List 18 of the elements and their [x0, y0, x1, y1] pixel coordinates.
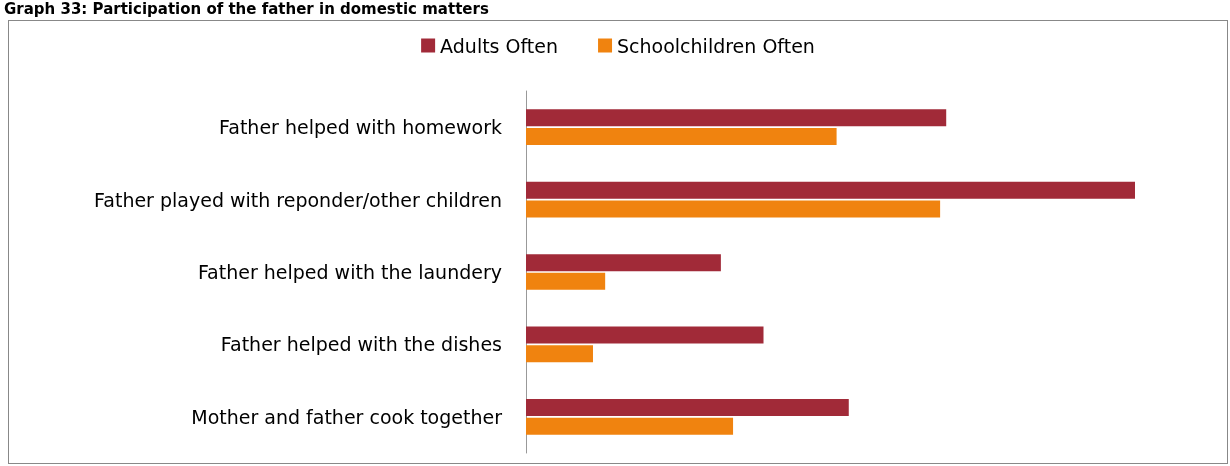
legend-label: Adults Often [440, 34, 559, 57]
y-tick-label: Father helped with the dishes [220, 333, 502, 356]
bar [526, 398, 849, 416]
bar [526, 254, 721, 272]
y-tick-label: Father played with reponder/other children [94, 188, 502, 211]
bar [526, 417, 734, 435]
y-tick-label: Father helped with the laundery [197, 261, 502, 283]
y-tick-label: Mother and father cook together [191, 405, 503, 428]
bar [526, 345, 593, 363]
bar [526, 200, 941, 218]
bar [526, 326, 764, 344]
bar [526, 272, 606, 290]
bar [526, 109, 947, 127]
legend-label: Schoolchildren Often [617, 34, 815, 57]
text: Graph 33: Participation of the father in domestic matters [4, 0, 489, 18]
bar [526, 128, 837, 146]
y-tick-label: Father helped with homework [219, 116, 502, 139]
bar [526, 181, 1135, 199]
